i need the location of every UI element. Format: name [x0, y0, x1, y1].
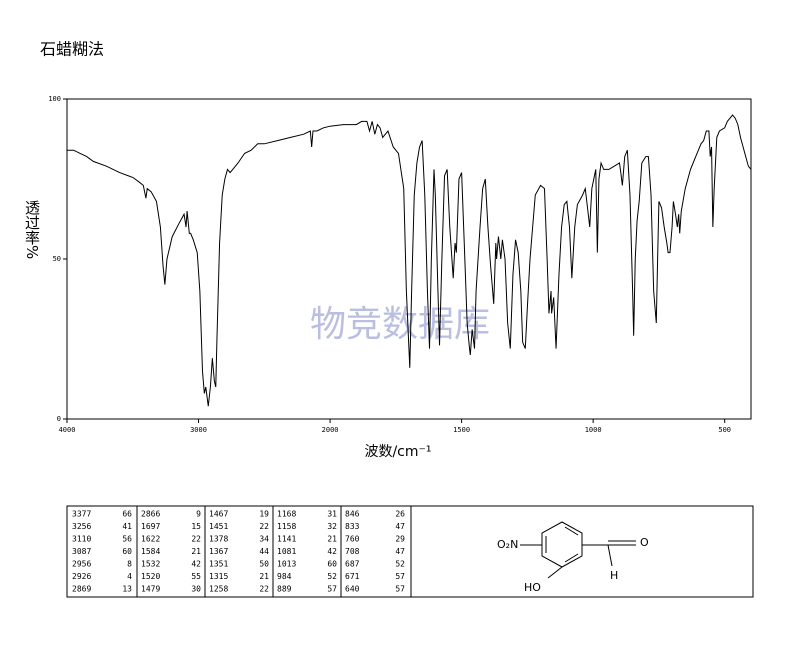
atom-label: O [640, 536, 649, 549]
x-axis-label: 波数/cm⁻¹ [364, 444, 431, 460]
table-wavenumber: 1081 [277, 547, 296, 556]
y-tick-label: 50 [53, 255, 61, 263]
table-wavenumber: 1622 [141, 535, 160, 544]
x-tick-label: 2000 [322, 426, 339, 434]
table-wavenumber: 1697 [141, 522, 160, 531]
table-transmittance: 21 [259, 572, 269, 581]
table-wavenumber: 708 [345, 547, 360, 556]
table-transmittance: 21 [191, 547, 201, 556]
table-transmittance: 41 [122, 522, 132, 531]
table-wavenumber: 3377 [72, 510, 91, 519]
table-wavenumber: 846 [345, 510, 360, 519]
table-transmittance: 31 [327, 510, 337, 519]
plot-frame [66, 98, 752, 420]
table-transmittance: 22 [259, 585, 269, 594]
table-transmittance: 56 [122, 535, 132, 544]
table-transmittance: 13 [122, 585, 132, 594]
table-wavenumber: 889 [277, 585, 292, 594]
table-transmittance: 34 [259, 535, 269, 544]
table-wavenumber: 687 [345, 560, 360, 569]
table-transmittance: 57 [327, 585, 337, 594]
table-wavenumber: 1168 [277, 510, 296, 519]
table-transmittance: 15 [191, 522, 201, 531]
x-tick-label: 4000 [59, 426, 76, 434]
table-wavenumber: 984 [277, 572, 292, 581]
table-wavenumber: 1367 [209, 547, 228, 556]
table-transmittance: 50 [259, 560, 269, 569]
table-transmittance: 52 [395, 560, 405, 569]
table-wavenumber: 2869 [72, 585, 91, 594]
table-transmittance: 42 [191, 560, 201, 569]
table-wavenumber: 640 [345, 585, 360, 594]
atom-label: HO [524, 581, 541, 594]
watermark: 物竞数据库 [310, 304, 490, 345]
table-transmittance: 26 [395, 510, 405, 519]
table-transmittance: 66 [122, 510, 132, 519]
chart-title: 石蜡糊法 [40, 40, 104, 59]
table-transmittance: 57 [395, 585, 405, 594]
table-wavenumber: 1532 [141, 560, 160, 569]
atom-label: O₂N [497, 538, 518, 551]
table-transmittance: 52 [327, 572, 337, 581]
table-wavenumber: 1479 [141, 585, 160, 594]
y-axis-label: 透过率% [23, 200, 41, 259]
table-wavenumber: 760 [345, 535, 360, 544]
table-transmittance: 21 [327, 535, 337, 544]
table-transmittance: 57 [395, 572, 405, 581]
table-wavenumber: 1520 [141, 572, 160, 581]
table-transmittance: 30 [191, 585, 201, 594]
table-transmittance: 22 [259, 522, 269, 531]
table-transmittance: 29 [395, 535, 405, 544]
table-frame [66, 505, 754, 598]
table-transmittance: 4 [127, 572, 132, 581]
table-transmittance: 55 [191, 572, 201, 581]
table-transmittance: 19 [259, 510, 269, 519]
table-wavenumber: 3110 [72, 535, 91, 544]
table-transmittance: 8 [127, 560, 132, 569]
table-wavenumber: 1315 [209, 572, 228, 581]
table-transmittance: 47 [395, 547, 405, 556]
table-transmittance: 22 [191, 535, 201, 544]
table-transmittance: 60 [122, 547, 132, 556]
table-transmittance: 32 [327, 522, 337, 531]
table-transmittance: 42 [327, 547, 337, 556]
table-wavenumber: 2956 [72, 560, 91, 569]
table-wavenumber: 1467 [209, 510, 228, 519]
table-wavenumber: 1141 [277, 535, 296, 544]
table-wavenumber: 671 [345, 572, 360, 581]
table-transmittance: 47 [395, 522, 405, 531]
atom-label: H [610, 569, 618, 582]
table-wavenumber: 1351 [209, 560, 228, 569]
table-transmittance: 9 [196, 510, 201, 519]
table-wavenumber: 3256 [72, 522, 91, 531]
table-transmittance: 60 [327, 560, 337, 569]
y-tick-label: 0 [57, 415, 61, 423]
molecule-bonds [520, 521, 636, 579]
table-wavenumber: 1378 [209, 535, 228, 544]
table-wavenumber: 1013 [277, 560, 296, 569]
table-wavenumber: 2866 [141, 510, 160, 519]
x-tick-label: 1500 [453, 426, 470, 434]
y-tick-label: 100 [48, 95, 61, 103]
table-wavenumber: 1451 [209, 522, 228, 531]
x-tick-label: 500 [718, 426, 731, 434]
spectrum-line [67, 114, 752, 407]
table-dividers [136, 506, 412, 597]
table-wavenumber: 833 [345, 522, 360, 531]
table-transmittance: 44 [259, 547, 269, 556]
table-wavenumber: 1158 [277, 522, 296, 531]
x-tick-label: 3000 [190, 426, 207, 434]
table-wavenumber: 1258 [209, 585, 228, 594]
x-tick-label: 1000 [585, 426, 602, 434]
table-wavenumber: 1584 [141, 547, 160, 556]
table-wavenumber: 3087 [72, 547, 91, 556]
table-wavenumber: 2926 [72, 572, 91, 581]
